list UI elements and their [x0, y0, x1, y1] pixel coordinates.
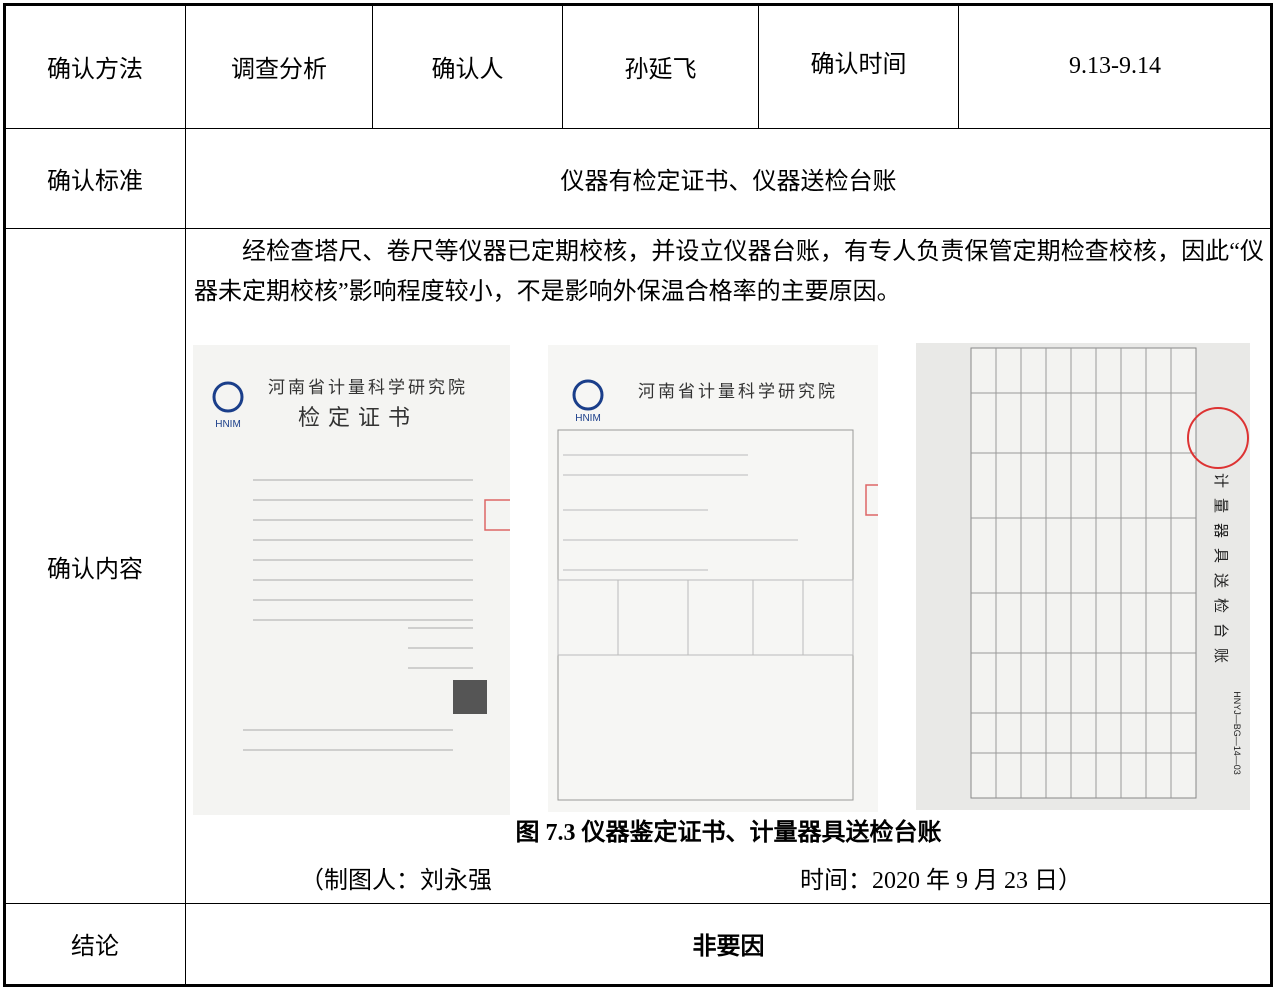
label-cell: 确认时间	[810, 52, 907, 78]
rule	[5, 228, 1271, 229]
org-name: 河南省计量科学研究院	[638, 382, 838, 401]
rule	[185, 5, 186, 985]
org-name: 河南省计量科学研究院	[268, 378, 468, 397]
rule	[5, 128, 1271, 129]
certificate-photo: HNIM 河南省计量科学研究院 检定证书	[193, 345, 510, 815]
frame	[3, 3, 1273, 987]
logo-text: HNIM	[215, 419, 241, 430]
rule	[562, 5, 563, 128]
ledger-drawing: 计量器具送检台账 HNYJ—BG—14—03	[970, 347, 1249, 799]
label-cell: 确认人	[431, 57, 504, 83]
label-cell: 确认内容	[47, 556, 143, 583]
ledger-title: 计量器具送检台账	[1212, 473, 1229, 673]
value-cell: 非要因	[692, 933, 765, 960]
value-cell: 仪器有检定证书、仪器送检台账	[560, 169, 897, 195]
label-cell: 结论	[71, 933, 119, 960]
value-cell: 9.13-9.14	[1069, 53, 1161, 79]
logo-mark	[212, 381, 244, 413]
doc-title: 检定证书	[298, 405, 418, 430]
figure-caption: 图 7.3 仪器鉴定证书、计量器具送检台账	[515, 820, 942, 846]
rule	[372, 5, 373, 128]
logo-text: HNIM	[575, 413, 601, 424]
rule	[958, 5, 959, 128]
figure-date: 时间：2020 年 9 月 23 日）	[800, 868, 1082, 894]
logo-mark	[572, 379, 604, 411]
ledger-code: HNYJ—BG—14—03	[1232, 691, 1242, 775]
value-cell: 调查分析	[231, 57, 327, 83]
value-cell: 孙延飞	[624, 57, 697, 83]
rule	[5, 903, 1271, 904]
paragraph: 经检查塔尺、卷尺等仪器已定期校核，并设立仪器台账，有专人负责保管定期检查校核，因…	[194, 239, 1264, 305]
figure-author: （制图人：刘永强	[300, 868, 492, 894]
certificate-drawing: HNIM 河南省计量科学研究院 检定证书	[212, 378, 510, 751]
rule	[758, 5, 759, 128]
ledger-photo: 计量器具送检台账 HNYJ—BG—14—03	[916, 343, 1250, 810]
certificate-photo: HNIM 河南省计量科学研究院	[548, 345, 878, 812]
label-cell: 确认标准	[47, 169, 143, 195]
label-cell: 确认方法	[47, 57, 143, 83]
certificate-drawing: HNIM 河南省计量科学研究院	[557, 379, 878, 801]
